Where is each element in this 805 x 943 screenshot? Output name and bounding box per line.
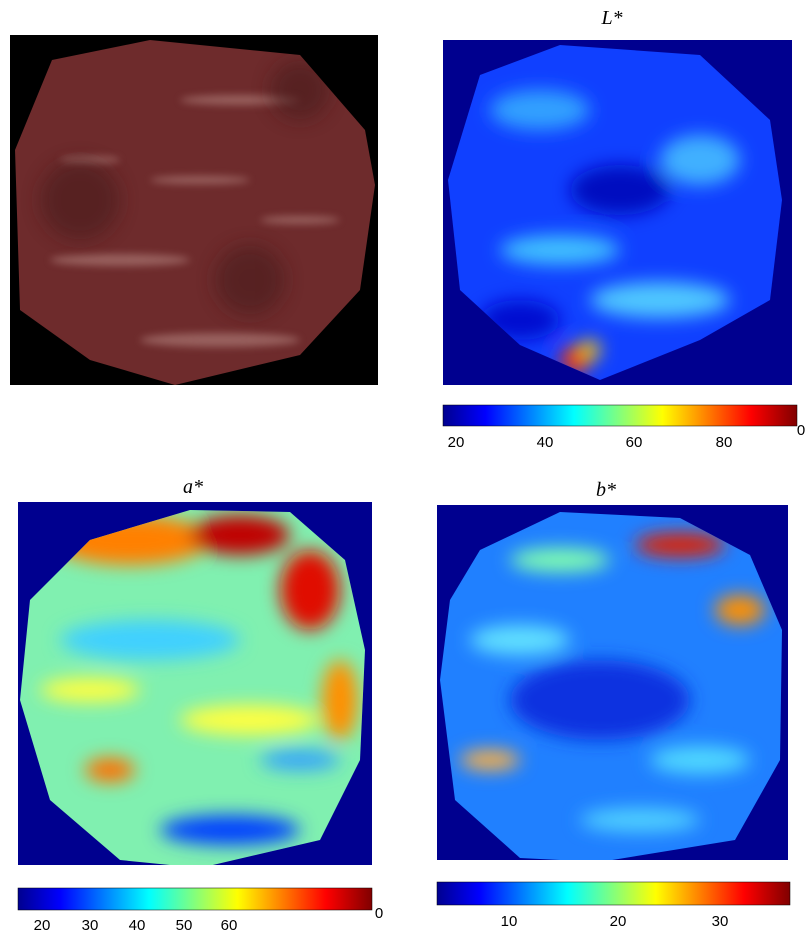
heatmap bbox=[18, 502, 372, 865]
colorbar bbox=[18, 888, 372, 910]
heatmap bbox=[443, 40, 792, 385]
colorbar-tick-label: 40 bbox=[537, 434, 554, 451]
figure: L* 20 40 60 80 0 a* 20 30 40 50 60 0 b* 10 20 30 bbox=[0, 0, 805, 943]
colorbar-tick-label: 30 bbox=[82, 917, 99, 934]
colorbar-tick-label: 0 bbox=[375, 905, 383, 922]
colorbar bbox=[443, 405, 797, 426]
colorbar-tick-label: 20 bbox=[34, 917, 51, 934]
colorbar-tick-label: 50 bbox=[176, 917, 193, 934]
panel-title: a* bbox=[183, 476, 203, 498]
colorbar-tick-label: 20 bbox=[448, 434, 465, 451]
panel-title: b* bbox=[596, 479, 616, 501]
panel-title: L* bbox=[600, 7, 622, 29]
colorbar-tick-label: 20 bbox=[610, 913, 627, 930]
heatmap bbox=[437, 505, 788, 860]
photo bbox=[10, 35, 378, 385]
colorbar-tick-label: 0 bbox=[797, 422, 805, 439]
colorbar-tick-label: 10 bbox=[501, 913, 518, 930]
colorbar bbox=[437, 882, 790, 905]
colorbar-tick-label: 80 bbox=[716, 434, 733, 451]
colorbar-tick-label: 30 bbox=[712, 913, 729, 930]
colorbar-tick-label: 40 bbox=[129, 917, 146, 934]
colorbar-tick-label: 60 bbox=[626, 434, 643, 451]
colorbar-tick-label: 60 bbox=[221, 917, 238, 934]
